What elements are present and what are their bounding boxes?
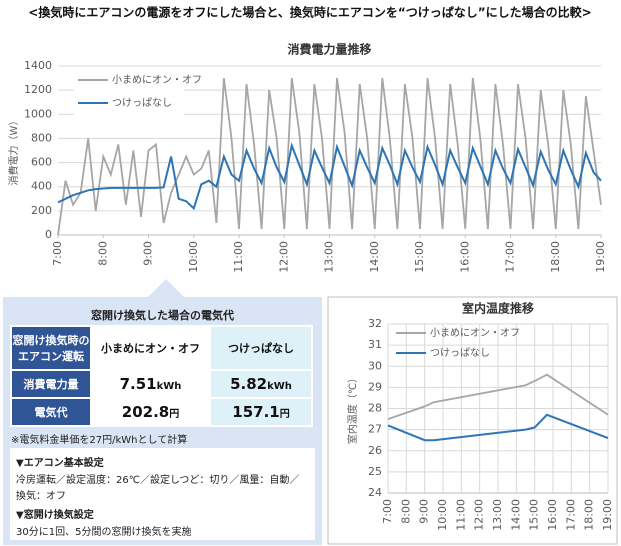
y-tick-label: 32 [368, 317, 382, 330]
x-tick-label: 10:00 [436, 499, 449, 531]
x-tick-label: 16:00 [458, 241, 471, 273]
y-tick-label: 26 [368, 444, 382, 457]
note: ※電気料金単価を27円/kWhとして計算 [11, 435, 188, 446]
unit: kWh [267, 381, 292, 392]
y-axis-label: 消費電力（W） [7, 116, 20, 186]
y-tick-label: 28 [368, 402, 382, 415]
pointer [148, 279, 184, 297]
x-tick-label: 7:00 [381, 499, 394, 524]
y-tick-label: 25 [368, 465, 382, 478]
y-tick-label: 1200 [24, 83, 52, 96]
x-tick-label: 9:00 [142, 241, 155, 266]
y-tick-label: 200 [31, 204, 52, 217]
header-line: 窓開け換気時の [12, 334, 90, 347]
x-tick-label: 7:00 [51, 241, 64, 266]
data-line [387, 413, 609, 442]
cell: 7.51kWh [90, 369, 211, 399]
x-tick-label: 16:00 [546, 499, 559, 531]
x-tick-label: 15:00 [413, 241, 426, 273]
chart-frame [327, 296, 618, 545]
y-axis-label: 室内温度（℃） [346, 373, 359, 444]
row-label: 消費電力量 [10, 369, 92, 399]
header-line: エアコン運転 [18, 350, 84, 363]
page-title: <換気時にエアコンの電源をオフにした場合と、換気時にエアコンを“つけっぱなし”に… [28, 5, 591, 20]
y-tick-label: 27 [368, 423, 382, 436]
unit: 円 [169, 409, 180, 420]
header-cell: 窓開け換気時の エアコン運転 [10, 325, 92, 371]
legend-label: つけっぱなし [430, 347, 490, 359]
x-tick-label: 17:00 [504, 241, 517, 273]
unit: kWh [156, 381, 182, 392]
x-tick-label: 11:00 [454, 499, 467, 531]
x-tick-label: 17:00 [564, 499, 577, 531]
x-tick-label: 13:00 [323, 241, 336, 273]
x-tick-label: 8:00 [96, 241, 109, 266]
y-tick-label: 0 [45, 228, 52, 241]
x-tick-label: 19:00 [601, 499, 614, 531]
settings-heading: ▼窓開け換気設定 [16, 510, 94, 521]
cell: 157.1円 [209, 397, 313, 427]
legend-label: 小まめにオン・オフ [430, 327, 520, 339]
y-tick-label: 400 [31, 180, 52, 193]
x-tick-label: 11:00 [232, 241, 245, 273]
x-tick-label: 18:00 [549, 241, 562, 273]
cost-table: 窓開け換気時の エアコン運転 小まめにオン・オフ つけっぱなし 消費電力量 7.5… [10, 325, 313, 427]
data-line [387, 373, 609, 420]
x-tick-label: 12:00 [277, 241, 290, 273]
y-tick-label: 31 [368, 338, 382, 351]
number: 7.51 [119, 375, 157, 393]
settings-line: 30分に1回、5分間の窓開け換気を実施 [16, 527, 192, 538]
number: 5.82 [230, 375, 268, 393]
settings-box: ▼エアコン基本設定 冷房運転／設定温度：26℃／設定しつど：切り／風量：自動／ … [10, 448, 315, 540]
y-tick-label: 30 [368, 359, 382, 372]
legend-label: つけっぱなし [112, 97, 172, 109]
y-tick-label: 600 [31, 156, 52, 169]
x-tick-label: 18:00 [583, 499, 596, 531]
chart-title: 室内温度推移 [462, 301, 534, 316]
row-label: 電気代 [10, 397, 92, 427]
x-tick-label: 13:00 [491, 499, 504, 531]
y-tick-label: 29 [368, 380, 382, 393]
panel-title: 窓開け換気した場合の電気代 [91, 309, 234, 322]
header-cell: 小まめにオン・オフ [90, 325, 211, 371]
x-tick-label: 8:00 [399, 499, 412, 524]
y-tick-label: 1000 [24, 107, 52, 120]
number: 157.1 [232, 403, 280, 421]
y-tick-label: 800 [31, 131, 52, 144]
settings-line: 冷房運転／設定温度：26℃／設定しつど：切り／風量：自動／ [16, 475, 300, 486]
x-tick-label: 9:00 [418, 499, 431, 524]
data-line [57, 142, 602, 211]
settings-heading: ▼エアコン基本設定 [16, 458, 104, 469]
legend-label: 小まめにオン・オフ [112, 74, 202, 86]
header-cell: つけっぱなし [209, 325, 313, 371]
x-tick-label: 14:00 [509, 499, 522, 531]
x-tick-label: 15:00 [528, 499, 541, 531]
settings-line: 換気：オフ [16, 491, 66, 502]
legend-box [74, 70, 184, 116]
chart-title: 消費電力量推移 [287, 42, 371, 57]
x-tick-label: 19:00 [594, 241, 607, 273]
x-tick-label: 14:00 [368, 241, 381, 273]
x-tick-label: 10:00 [187, 241, 200, 273]
x-tick-label: 12:00 [473, 499, 486, 531]
unit: 円 [279, 409, 290, 420]
y-tick-label: 24 [368, 486, 382, 499]
cell: 5.82kWh [209, 369, 313, 399]
cost-panel: 窓開け換気した場合の電気代 窓開け換気時の エアコン運転 小まめにオン・オフ つけ… [3, 297, 322, 545]
number: 202.8 [121, 403, 170, 421]
cell: 202.8円 [90, 397, 211, 427]
y-tick-label: 1400 [24, 59, 52, 72]
data-line [57, 77, 602, 236]
